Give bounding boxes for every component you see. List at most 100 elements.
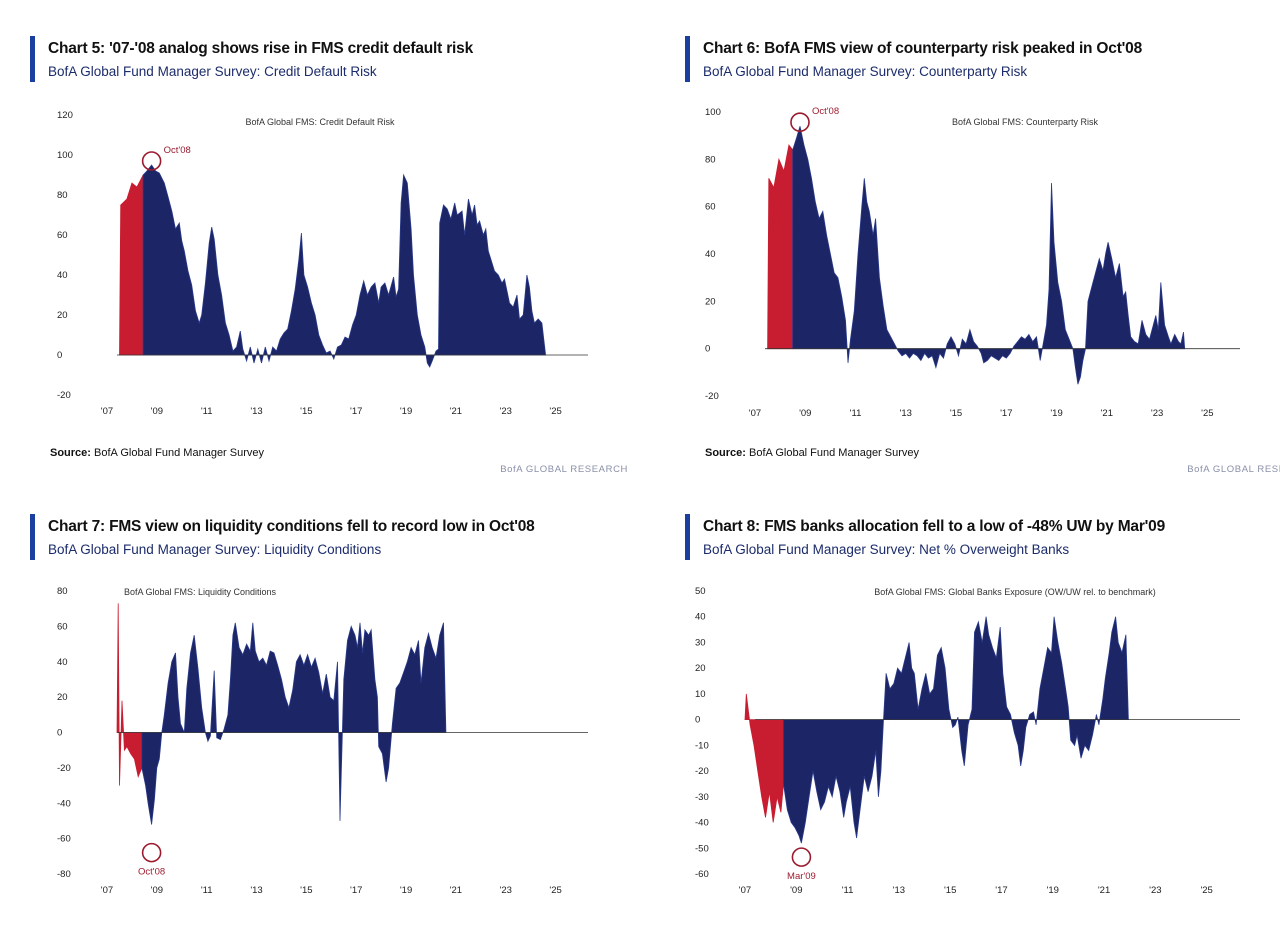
x-tick-label: '25 [1200, 885, 1212, 896]
x-tick-label: '09 [799, 408, 811, 419]
chart-inner-title: BofA Global FMS: Counterparty Risk [952, 117, 1099, 127]
chart-7-panel: Chart 7: FMS view on liquidity condition… [30, 508, 650, 948]
x-tick-label: '23 [1149, 885, 1161, 896]
y-tick-label: -60 [695, 869, 709, 880]
title-accent-bar [685, 36, 690, 82]
y-tick-label: -30 [695, 792, 709, 803]
analog-2007-2008-area [116, 603, 143, 786]
chart-source: Source: BofA Global Fund Manager Survey [50, 447, 265, 459]
y-tick-label: 40 [57, 270, 68, 281]
chart-inner-title: BofA Global FMS: Credit Default Risk [245, 117, 395, 127]
peak-marker-circle [790, 112, 810, 132]
peak-marker-circle [791, 847, 812, 867]
y-tick-label: 40 [705, 249, 716, 260]
y-tick-label: 20 [705, 296, 716, 307]
x-tick-label: '21 [1098, 885, 1110, 896]
y-tick-label: 20 [695, 663, 706, 674]
y-tick-label: -10 [695, 740, 709, 751]
x-tick-label: '07 [101, 885, 113, 896]
chart-6-panel: Chart 6: BofA FMS view of counterparty r… [685, 30, 1280, 475]
peak-marker-label: Oct'08 [138, 867, 165, 878]
chart-7-svg: BofA Global FMS: Liquidity Conditions -80… [57, 586, 588, 896]
x-tick-label: '15 [300, 406, 312, 417]
x-tick-label: '19 [400, 885, 412, 896]
chart-subtitle: BofA Global Fund Manager Survey: Credit … [48, 64, 377, 79]
chart-subtitle: BofA Global Fund Manager Survey: Net % O… [703, 542, 1070, 557]
chart-title: Chart 8: FMS banks allocation fell to a … [703, 518, 1165, 535]
x-tick-label: '25 [549, 406, 561, 417]
y-tick-label: -20 [705, 391, 719, 402]
chart-footer: BofA GLOBAL RESEARCH [500, 464, 628, 475]
y-tick-label: -20 [695, 766, 709, 777]
peak-marker-circle [141, 151, 162, 171]
chart-title: Chart 6: BofA FMS view of counterparty r… [703, 40, 1142, 57]
title-accent-bar [30, 514, 35, 560]
analog-2007-2008-area [767, 144, 794, 350]
y-tick-label: 0 [695, 715, 700, 726]
x-tick-label: '11 [842, 885, 854, 896]
survey-series-area [783, 616, 1129, 844]
x-tick-label: '17 [1000, 408, 1012, 419]
y-tick-label: 80 [57, 586, 68, 597]
x-tick-label: '21 [1101, 408, 1113, 419]
x-tick-label: '17 [350, 406, 362, 417]
x-tick-label: '25 [1201, 408, 1213, 419]
x-tick-label: '13 [250, 406, 262, 417]
chart-title: Chart 5: '07-'08 analog shows rise in FM… [48, 40, 473, 57]
chart-inner-title: BofA Global FMS: Liquidity Conditions [124, 587, 277, 597]
x-tick-label: '07 [739, 885, 751, 896]
y-tick-label: 100 [705, 107, 721, 118]
peak-marker-label: Mar'09 [787, 871, 816, 882]
chart-source: Source: BofA Global Fund Manager Survey [705, 447, 920, 459]
y-tick-label: 0 [705, 344, 710, 355]
peak-marker-label: Oct'08 [164, 145, 191, 156]
y-tick-label: 0 [57, 350, 62, 361]
y-tick-label: 20 [57, 310, 68, 321]
y-tick-label: -80 [57, 869, 71, 880]
y-tick-label: -50 [695, 843, 709, 854]
survey-series-area [142, 164, 547, 368]
y-tick-label: 50 [695, 586, 706, 597]
chart-footer: BofA GLOBAL RESEARCH [1187, 464, 1280, 475]
y-tick-label: 100 [57, 150, 73, 161]
x-tick-label: '19 [1047, 885, 1059, 896]
x-tick-label: '23 [500, 885, 512, 896]
x-tick-label: '07 [101, 406, 113, 417]
chart-subtitle: BofA Global Fund Manager Survey: Counter… [703, 64, 1028, 79]
peak-marker-circle [141, 842, 162, 863]
chart-8-panel: Chart 8: FMS banks allocation fell to a … [685, 508, 1280, 948]
y-tick-label: -40 [57, 798, 71, 809]
analog-2007-2008-area [744, 693, 784, 823]
y-tick-label: -20 [57, 390, 71, 401]
chart-6-svg: BofA Global FMS: Counterparty Risk -20 0 20… [705, 106, 1240, 419]
peak-marker-label: Oct'08 [812, 106, 839, 117]
x-tick-label: '21 [450, 885, 462, 896]
y-tick-label: -20 [57, 763, 71, 774]
x-tick-label: '15 [944, 885, 956, 896]
x-tick-label: '15 [950, 408, 962, 419]
title-accent-bar [30, 36, 35, 82]
y-tick-label: -40 [695, 818, 709, 829]
x-tick-label: '09 [790, 885, 802, 896]
survey-series-area [141, 622, 447, 825]
y-tick-label: 30 [695, 637, 706, 648]
y-tick-label: 40 [695, 612, 706, 623]
y-tick-label: 60 [57, 230, 68, 241]
y-tick-label: 10 [695, 689, 706, 700]
chart-8-svg: BofA Global FMS: Global Banks Exposure (… [695, 586, 1240, 896]
chart-inner-title: BofA Global FMS: Global Banks Exposure (… [874, 587, 1156, 597]
x-tick-label: '19 [1050, 408, 1062, 419]
chart-5-svg: BofA Global FMS: Credit Default Risk -20 0… [57, 110, 588, 417]
x-tick-label: '25 [549, 885, 561, 896]
analog-2007-2008-area [119, 174, 144, 356]
chart-5-panel: Chart 5: '07-'08 analog shows rise in FM… [30, 30, 650, 475]
x-tick-label: '23 [500, 406, 512, 417]
chart-title: Chart 7: FMS view on liquidity condition… [48, 518, 535, 535]
chart-subtitle: BofA Global Fund Manager Survey: Liquidi… [48, 542, 382, 557]
x-tick-label: '23 [1151, 408, 1163, 419]
survey-series-area [792, 126, 1186, 385]
x-tick-label: '09 [151, 406, 163, 417]
y-tick-label: 60 [705, 202, 716, 213]
x-tick-label: '19 [400, 406, 412, 417]
x-tick-label: '21 [450, 406, 462, 417]
